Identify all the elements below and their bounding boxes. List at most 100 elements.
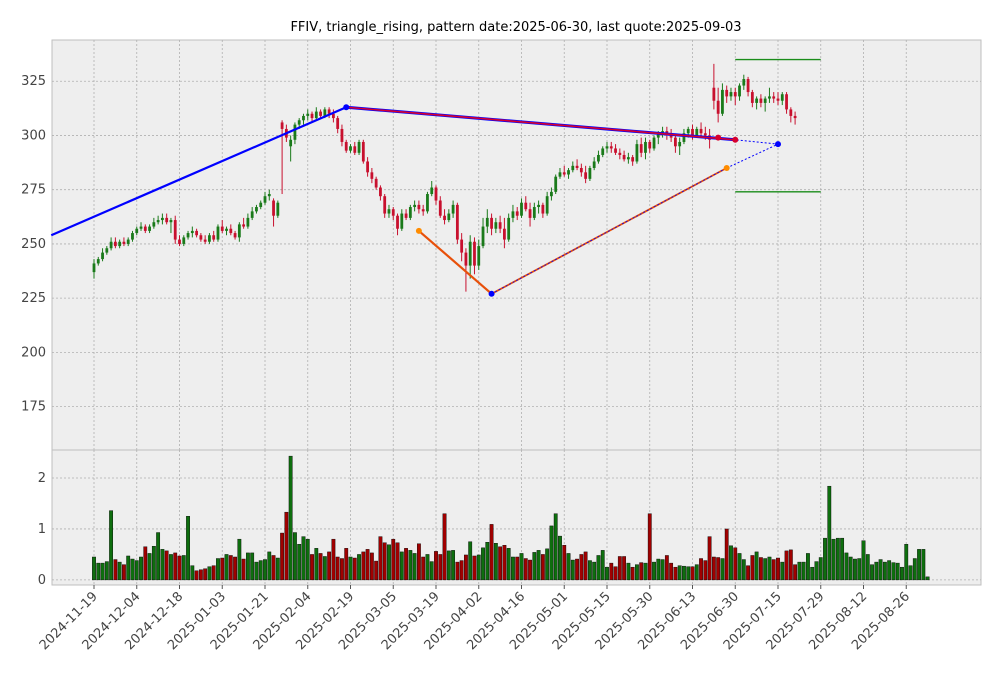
candle-body bbox=[537, 204, 540, 208]
volume-bar bbox=[293, 532, 297, 581]
volume-bar bbox=[369, 552, 374, 581]
candle-body bbox=[212, 235, 216, 240]
volume-bar bbox=[395, 542, 400, 581]
candle-body bbox=[477, 246, 481, 266]
volume-bar bbox=[925, 576, 930, 581]
candle-body bbox=[178, 239, 181, 244]
volume-bar bbox=[523, 558, 528, 581]
candle-body bbox=[143, 226, 147, 231]
volume-bar bbox=[635, 564, 639, 581]
candle-body bbox=[293, 124, 297, 140]
volume-bar bbox=[900, 566, 904, 581]
volume-bar bbox=[464, 554, 468, 581]
volume-bar bbox=[609, 562, 614, 581]
volume-bar bbox=[216, 558, 220, 581]
volume-bar bbox=[267, 551, 272, 581]
volume-bar bbox=[771, 559, 776, 581]
candle-body bbox=[169, 220, 173, 223]
volume-bar bbox=[682, 565, 686, 581]
volume-bar bbox=[412, 553, 417, 581]
candle-body bbox=[135, 228, 139, 234]
candle-body bbox=[733, 92, 737, 97]
volume-bar bbox=[130, 558, 135, 581]
pattern-overlays bbox=[50, 58, 821, 297]
volume-bar bbox=[169, 554, 173, 581]
volume-bar bbox=[835, 537, 840, 581]
volume-bar bbox=[895, 562, 900, 581]
candle-body bbox=[225, 228, 228, 231]
candle-body bbox=[387, 209, 391, 214]
candle-body bbox=[515, 211, 519, 216]
volume-bar bbox=[677, 565, 682, 581]
volume-bar bbox=[553, 513, 558, 581]
candle-body bbox=[297, 120, 301, 125]
volume-bar bbox=[750, 555, 755, 581]
volume-bar bbox=[549, 525, 554, 581]
volume-bar bbox=[536, 550, 541, 581]
volume-bar bbox=[476, 554, 481, 581]
blue-pivot-point bbox=[343, 104, 350, 111]
volume-bar bbox=[164, 550, 169, 581]
volume-bar bbox=[348, 556, 353, 581]
candle-body bbox=[554, 176, 558, 192]
volume-bar bbox=[335, 556, 340, 581]
volume-bar bbox=[340, 558, 344, 581]
candle-body bbox=[426, 194, 429, 212]
volume-bar bbox=[344, 548, 349, 581]
volume-bar bbox=[759, 557, 763, 581]
candle-body bbox=[156, 220, 160, 223]
volume-bar bbox=[109, 510, 114, 581]
volume-bar bbox=[844, 552, 849, 581]
orange-pivot-point bbox=[415, 227, 422, 234]
candle-body bbox=[417, 204, 421, 210]
volume-bar bbox=[194, 570, 199, 581]
volume-bar bbox=[173, 552, 178, 581]
candle-body bbox=[468, 241, 472, 266]
volume-bar bbox=[583, 551, 588, 581]
candle-body bbox=[182, 237, 186, 244]
volume-bar bbox=[297, 544, 302, 581]
volume-bar bbox=[301, 536, 306, 581]
candle-body bbox=[759, 98, 763, 103]
volume-bar bbox=[703, 560, 708, 581]
candle-body bbox=[772, 96, 776, 99]
volume-bar bbox=[160, 549, 165, 581]
candle-body bbox=[558, 172, 562, 177]
candle-body bbox=[588, 167, 592, 179]
volume-bar bbox=[592, 561, 597, 581]
candle-body bbox=[152, 222, 156, 227]
candle-body bbox=[550, 191, 553, 197]
volume-bar bbox=[647, 513, 652, 581]
price-tick-label: 225 bbox=[21, 291, 46, 306]
volume-bar bbox=[891, 562, 896, 581]
candle-body bbox=[661, 131, 664, 134]
volume-bar bbox=[720, 558, 725, 581]
candle-body bbox=[237, 224, 241, 238]
candle-body bbox=[742, 79, 746, 86]
volume-bar bbox=[506, 548, 511, 581]
volume-bar bbox=[190, 565, 195, 581]
support-line-left bbox=[418, 230, 493, 295]
blue-pivot-point bbox=[488, 290, 495, 297]
candle-body bbox=[195, 230, 198, 236]
volume-bar bbox=[729, 545, 733, 581]
candle-body bbox=[524, 202, 528, 210]
volume-bar bbox=[711, 556, 716, 581]
volume-bar bbox=[613, 566, 618, 581]
volume-bar bbox=[502, 545, 507, 581]
candle-body bbox=[259, 202, 263, 208]
volume-bar bbox=[442, 513, 447, 581]
candle-body bbox=[370, 172, 374, 179]
volume-bar bbox=[575, 558, 579, 581]
volume-bar bbox=[596, 555, 601, 581]
volume-bar bbox=[831, 538, 836, 581]
candle-body bbox=[605, 146, 609, 149]
volume-bar bbox=[686, 566, 691, 581]
volume-tick-label: 1 bbox=[38, 522, 46, 537]
price-tick-label: 300 bbox=[21, 128, 46, 143]
volume-bar bbox=[224, 554, 229, 581]
candle-body bbox=[148, 226, 151, 231]
candle-body bbox=[323, 109, 327, 116]
volume-bar bbox=[468, 541, 473, 581]
candle-body bbox=[614, 148, 617, 153]
